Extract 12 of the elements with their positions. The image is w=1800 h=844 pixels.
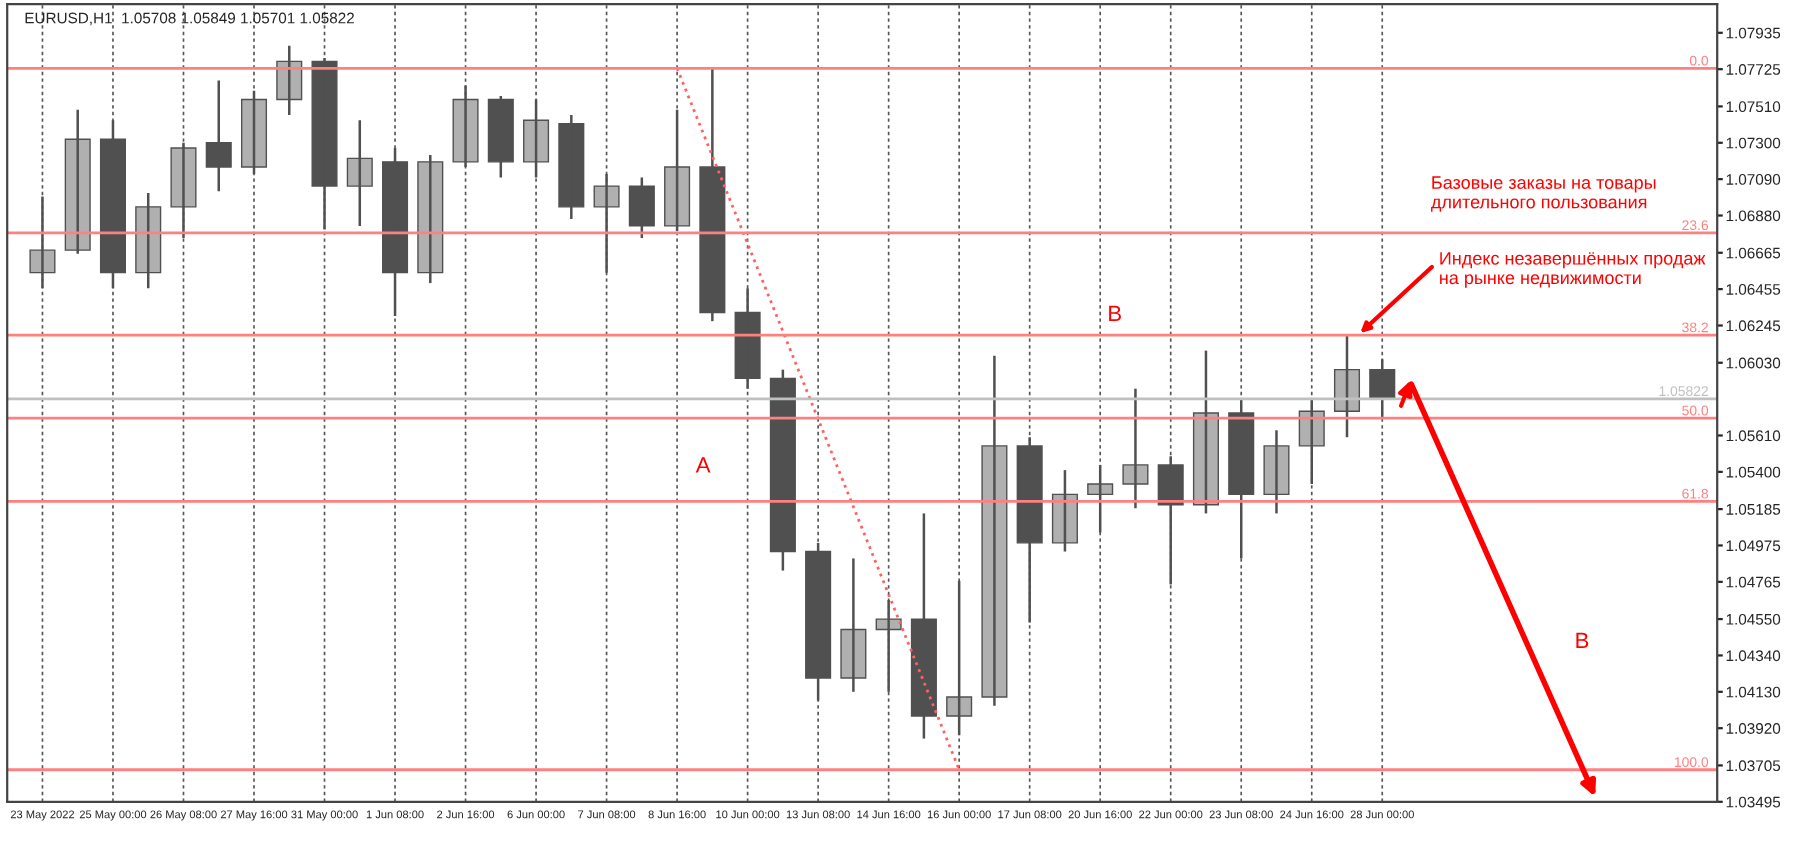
annotation: Индекс незавершённых продаж на рынке недвижимости xyxy=(1440,252,1706,288)
candlestick xyxy=(628,176,655,240)
candlestick xyxy=(346,119,373,228)
candlestick xyxy=(1122,387,1149,510)
candlestick xyxy=(487,94,514,179)
annotation: Базовые заказы на товары длительного пользования xyxy=(1431,176,1656,212)
candlestick xyxy=(205,79,232,193)
candlestick xyxy=(1263,429,1290,515)
annotation: B xyxy=(1576,632,1589,649)
candlestick xyxy=(910,512,937,740)
annotation: A xyxy=(695,457,711,473)
annotation: B xyxy=(1109,305,1121,322)
